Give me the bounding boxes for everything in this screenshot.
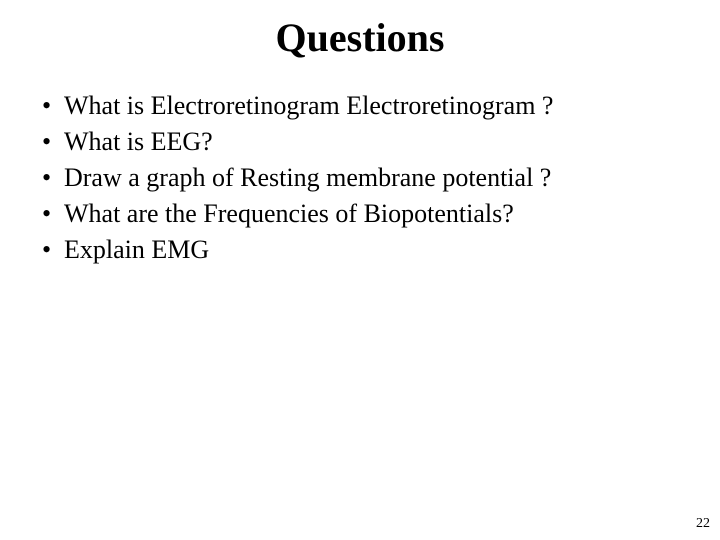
- list-item: • Explain EMG: [40, 233, 680, 267]
- list-item: • What is Electroretinogram Electroretin…: [40, 89, 680, 123]
- list-item: • What is EEG?: [40, 125, 680, 159]
- list-item: • What are the Frequencies of Biopotenti…: [40, 197, 680, 231]
- bullet-icon: •: [40, 197, 64, 231]
- bullet-text: What is EEG?: [64, 125, 680, 159]
- slide-title: Questions: [40, 14, 680, 61]
- bullet-icon: •: [40, 161, 64, 195]
- bullet-text: What are the Frequencies of Biopotential…: [64, 197, 680, 231]
- bullet-text: Explain EMG: [64, 233, 680, 267]
- bullet-text: What is Electroretinogram Electroretinog…: [64, 89, 680, 123]
- list-item: • Draw a graph of Resting membrane poten…: [40, 161, 680, 195]
- bullet-list: • What is Electroretinogram Electroretin…: [40, 89, 680, 267]
- bullet-text: Draw a graph of Resting membrane potenti…: [64, 161, 680, 195]
- bullet-icon: •: [40, 89, 64, 123]
- bullet-icon: •: [40, 233, 64, 267]
- bullet-icon: •: [40, 125, 64, 159]
- slide: Questions • What is Electroretinogram El…: [0, 0, 720, 540]
- page-number: 22: [696, 516, 710, 532]
